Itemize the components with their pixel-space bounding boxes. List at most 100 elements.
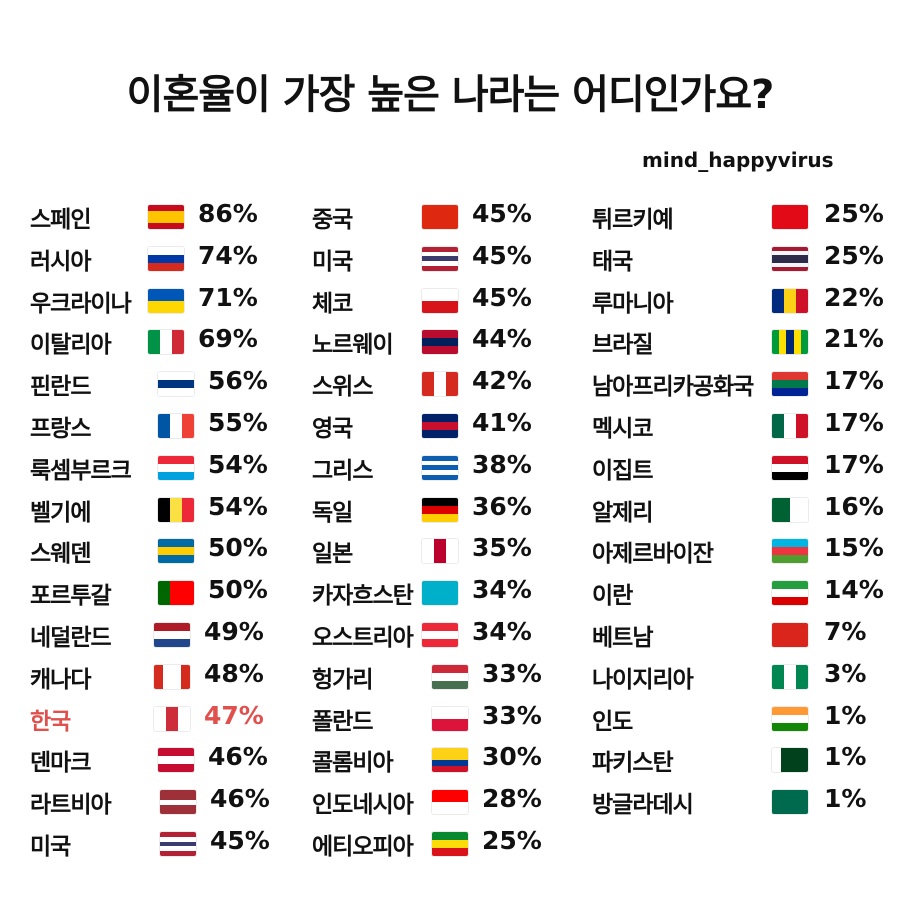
divorce-rate-value: 45% <box>472 240 532 270</box>
flag-icon <box>160 832 196 856</box>
divorce-rate-value: 28% <box>482 784 542 814</box>
flag-icon <box>422 372 458 397</box>
flag-stripe <box>160 804 196 810</box>
country-row: 룩셈부르크 54% <box>30 447 320 487</box>
divorce-rate-value: 56% <box>208 366 268 396</box>
flag-icon <box>422 455 458 480</box>
flag-stripe <box>432 760 468 767</box>
country-row: 스페인 86% <box>30 196 320 236</box>
country-row: 스웨덴 50% <box>30 530 320 570</box>
flag-icon <box>422 288 458 313</box>
divorce-rate-value: 33% <box>482 658 542 688</box>
flag-icon <box>160 790 196 815</box>
country-row: 핀란드 56% <box>30 363 320 403</box>
divorce-rate-value: 69% <box>198 324 258 354</box>
flag-stripe <box>790 497 808 522</box>
flag-stripe <box>158 748 194 757</box>
flag-icon <box>772 288 808 313</box>
flag-stripe <box>422 205 458 229</box>
flag-icon <box>154 706 190 731</box>
flag-stripe <box>772 790 808 815</box>
country-name: 루마니아 <box>592 290 674 317</box>
flag-stripe <box>432 706 468 719</box>
divorce-rate-value: 45% <box>472 199 532 228</box>
country-row: 이탈리아 69% <box>30 321 320 361</box>
flag-stripe <box>772 262 808 267</box>
flag-stripe <box>148 211 184 217</box>
flag-icon <box>772 497 808 522</box>
flag-stripe <box>422 474 458 480</box>
flag-stripe <box>772 330 780 355</box>
divorce-rate-value: 17% <box>824 366 884 396</box>
divorce-rate-value: 34% <box>472 617 532 646</box>
country-name: 파키스탄 <box>592 750 674 777</box>
country-row: 베트남 7% <box>592 614 882 654</box>
flag-icon <box>422 581 458 606</box>
flag-stripe <box>422 581 458 606</box>
flag-icon <box>158 414 194 438</box>
flag-icon <box>772 246 808 271</box>
country-name: 태국 <box>592 248 633 275</box>
flag-stripe <box>772 288 784 313</box>
flag-stripe <box>422 430 458 438</box>
flag-stripe <box>432 790 468 803</box>
country-row: 그리스 38% <box>312 447 602 487</box>
country-name: 오스트리아 <box>312 625 414 651</box>
flag-stripe <box>158 372 194 381</box>
flag-stripe <box>154 706 166 731</box>
flag-stripe <box>422 539 434 564</box>
divorce-rate-value: 1% <box>824 700 867 730</box>
country-name: 영국 <box>312 416 353 442</box>
flag-stripe <box>148 254 184 263</box>
flag-stripe <box>422 505 458 514</box>
flag-icon <box>148 246 184 271</box>
flag-stripe <box>170 414 182 438</box>
flag-stripe <box>422 497 458 506</box>
divorce-rate-value: 54% <box>208 491 268 521</box>
flag-stripe <box>422 300 458 313</box>
flag-stripe <box>432 832 468 840</box>
country-row: 노르웨이 44% <box>312 321 602 361</box>
flag-stripe <box>799 748 808 773</box>
flag-stripe <box>432 802 468 815</box>
divorce-rate-value: 25% <box>824 240 884 270</box>
flag-stripe <box>158 497 170 522</box>
country-row: 폴란드 33% <box>312 698 602 738</box>
flag-stripe <box>434 372 446 397</box>
country-row: 미국 45% <box>312 238 602 278</box>
flag-stripe <box>772 623 808 647</box>
flag-stripe <box>772 266 808 271</box>
flag-stripe <box>772 706 808 715</box>
country-name: 폴란드 <box>312 708 373 735</box>
flag-stripe <box>160 809 196 815</box>
flag-stripe <box>181 664 190 689</box>
flag-stripe <box>422 251 458 257</box>
country-row: 라트비아 46% <box>30 781 320 821</box>
country-row: 에티오피아 25% <box>312 823 602 863</box>
country-name: 인도 <box>592 708 633 735</box>
country-row: 헝가리 33% <box>312 656 602 696</box>
flag-stripe <box>432 718 468 731</box>
flag-stripe <box>800 330 808 355</box>
country-name: 에티오피아 <box>312 834 414 860</box>
flag-stripe <box>772 539 808 548</box>
flag-icon <box>772 205 808 229</box>
country-row: 체코 45% <box>312 280 602 320</box>
divorce-rate-value: 47% <box>204 700 264 730</box>
flag-stripe <box>148 223 184 229</box>
divorce-rate-value: 55% <box>208 408 268 437</box>
flag-stripe <box>160 846 196 852</box>
country-name: 이집트 <box>592 457 653 484</box>
flag-stripe <box>160 799 196 805</box>
flag-stripe <box>148 330 160 355</box>
flag-icon <box>158 497 194 522</box>
flag-icon <box>432 790 468 815</box>
country-name: 베트남 <box>592 625 653 651</box>
divorce-rate-value: 36% <box>472 491 532 521</box>
flag-stripe <box>772 714 808 723</box>
country-row: 인도네시아 28% <box>312 781 602 821</box>
country-row: 알제리 16% <box>592 489 884 529</box>
country-row: 이란 14% <box>592 572 884 612</box>
flag-stripe <box>160 841 196 847</box>
flag-stripe <box>781 748 790 773</box>
